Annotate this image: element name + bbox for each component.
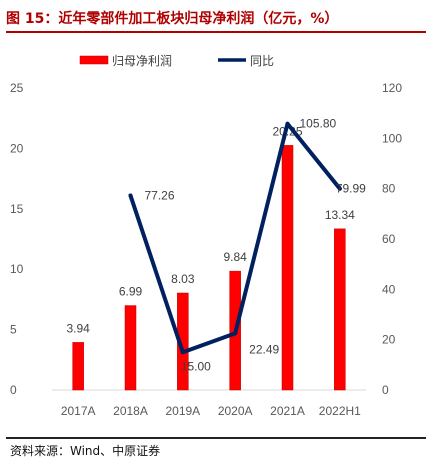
right-axis-tick-label: 20 <box>382 333 396 347</box>
footer-divider <box>6 437 426 439</box>
yoy-point <box>233 331 238 336</box>
title-divider <box>6 31 426 33</box>
x-axis-tick-label: 2017A <box>61 404 96 418</box>
right-axis-tick-label: 60 <box>382 232 396 246</box>
line-data-label: 79.99 <box>336 182 366 196</box>
bar <box>72 342 84 391</box>
legend-bar-label: 归母净利润 <box>112 54 172 68</box>
bar-data-label: 8.03 <box>171 272 195 286</box>
left-axis-tick-label: 5 <box>10 323 17 337</box>
plot-area: 0 5 10 15 20 25 0 20 40 60 80 100 120 2017A 2018A 2019A… <box>10 81 402 418</box>
bar <box>281 145 294 391</box>
x-axis-tick-label: 2019A <box>165 404 200 418</box>
bar-data-label: 9.84 <box>223 250 247 264</box>
yoy-point <box>337 186 342 191</box>
x-axis-tick-label: 2021A <box>270 404 305 418</box>
line-data-label: 22.49 <box>249 342 279 356</box>
bar-data-label: 3.94 <box>66 321 90 335</box>
right-axis-tick-label: 100 <box>382 131 402 145</box>
x-axis-tick-label: 2022H1 <box>319 404 361 418</box>
line-data-label: 105.80 <box>300 117 337 131</box>
left-axis-tick-label: 0 <box>10 383 17 397</box>
yoy-point <box>180 350 185 355</box>
yoy-point <box>285 121 290 126</box>
bar-data-label: 6.99 <box>119 285 143 299</box>
right-axis-tick-label: 120 <box>382 81 402 95</box>
right-axis-tick-label: 40 <box>382 282 396 296</box>
right-axis-tick-label: 0 <box>382 383 389 397</box>
bar <box>124 305 137 391</box>
bar-data-label: 13.34 <box>325 208 355 222</box>
left-axis-tick-label: 15 <box>10 202 24 216</box>
x-axis-tick-label: 2020A <box>218 404 253 418</box>
left-axis-tick-label: 20 <box>10 141 24 155</box>
line-data-label: 77.26 <box>145 189 175 203</box>
right-axis-tick-label: 80 <box>382 182 396 196</box>
combo-chart: 归母净利润 同比 0 5 10 15 20 25 0 20 40 60 80 100 120 2017A 2… <box>10 54 402 418</box>
left-axis-tick-label: 25 <box>10 81 24 95</box>
source-note: 资料来源：Wind、中原证券 <box>10 444 161 458</box>
left-axis-tick-label: 10 <box>10 262 24 276</box>
line-data-label: 15.00 <box>181 359 211 373</box>
yoy-point <box>128 193 133 198</box>
x-axis-tick-label: 2018A <box>113 404 148 418</box>
legend-line-label: 同比 <box>250 54 274 68</box>
chart-legend: 归母净利润 同比 <box>79 54 274 68</box>
bar <box>334 228 346 391</box>
figure-title: 图 15：近年零部件加工板块归母净利润（亿元，%） <box>6 11 339 27</box>
legend-bar-swatch <box>79 55 109 65</box>
